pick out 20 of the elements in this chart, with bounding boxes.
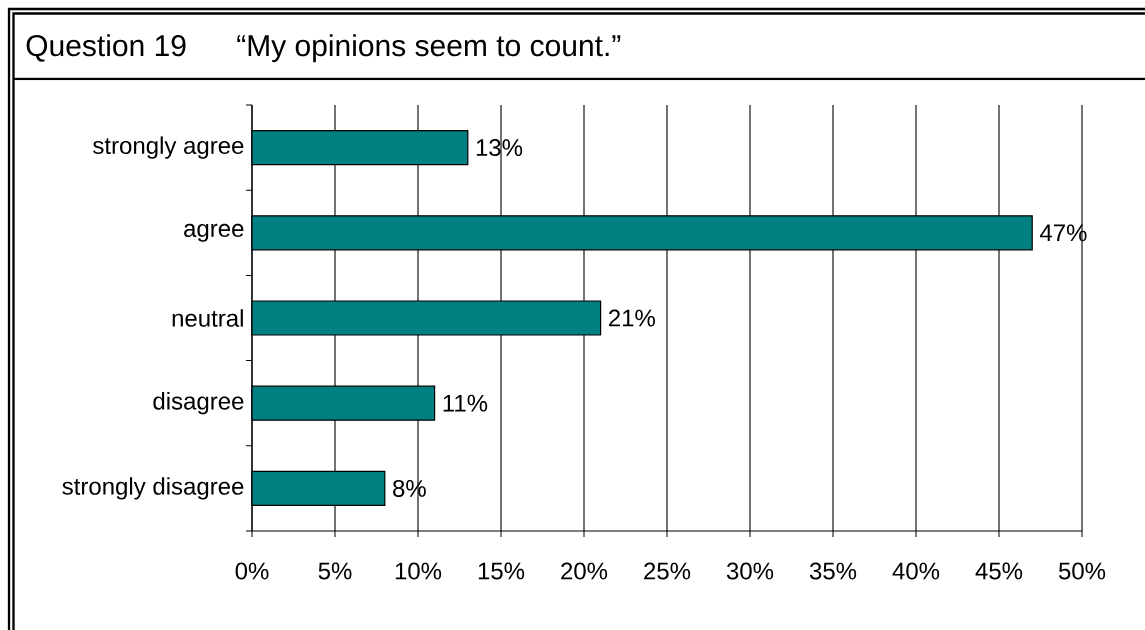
x-tick-label: 45% — [975, 562, 1023, 580]
x-tick-label: 15% — [478, 562, 525, 580]
x-tick-label: 0% — [235, 562, 269, 580]
x-tick-label: 5% — [318, 562, 352, 580]
x-tick-label: 35% — [809, 562, 857, 580]
data-label: 11% — [443, 394, 488, 412]
y-tick-label: strongly disagree — [62, 477, 244, 500]
x-tick-label: 30% — [726, 562, 774, 580]
y-tick-label: disagree — [153, 392, 244, 415]
x-tick-label: 10% — [395, 562, 442, 580]
x-tick-label: 50% — [1058, 562, 1106, 580]
x-tick-label: 40% — [892, 562, 940, 580]
x-tick-label: 20% — [561, 562, 608, 580]
y-tick-label: strongly agree — [93, 136, 244, 159]
chart-subtitle: “My opinions seem to count.” — [237, 34, 621, 63]
data-label: 21% — [609, 309, 655, 327]
y-tick-label: agree — [184, 223, 244, 242]
y-tick-label: neutral — [172, 309, 243, 327]
x-tick-label: 25% — [644, 562, 691, 580]
chart-title: Question 19 — [26, 34, 186, 62]
